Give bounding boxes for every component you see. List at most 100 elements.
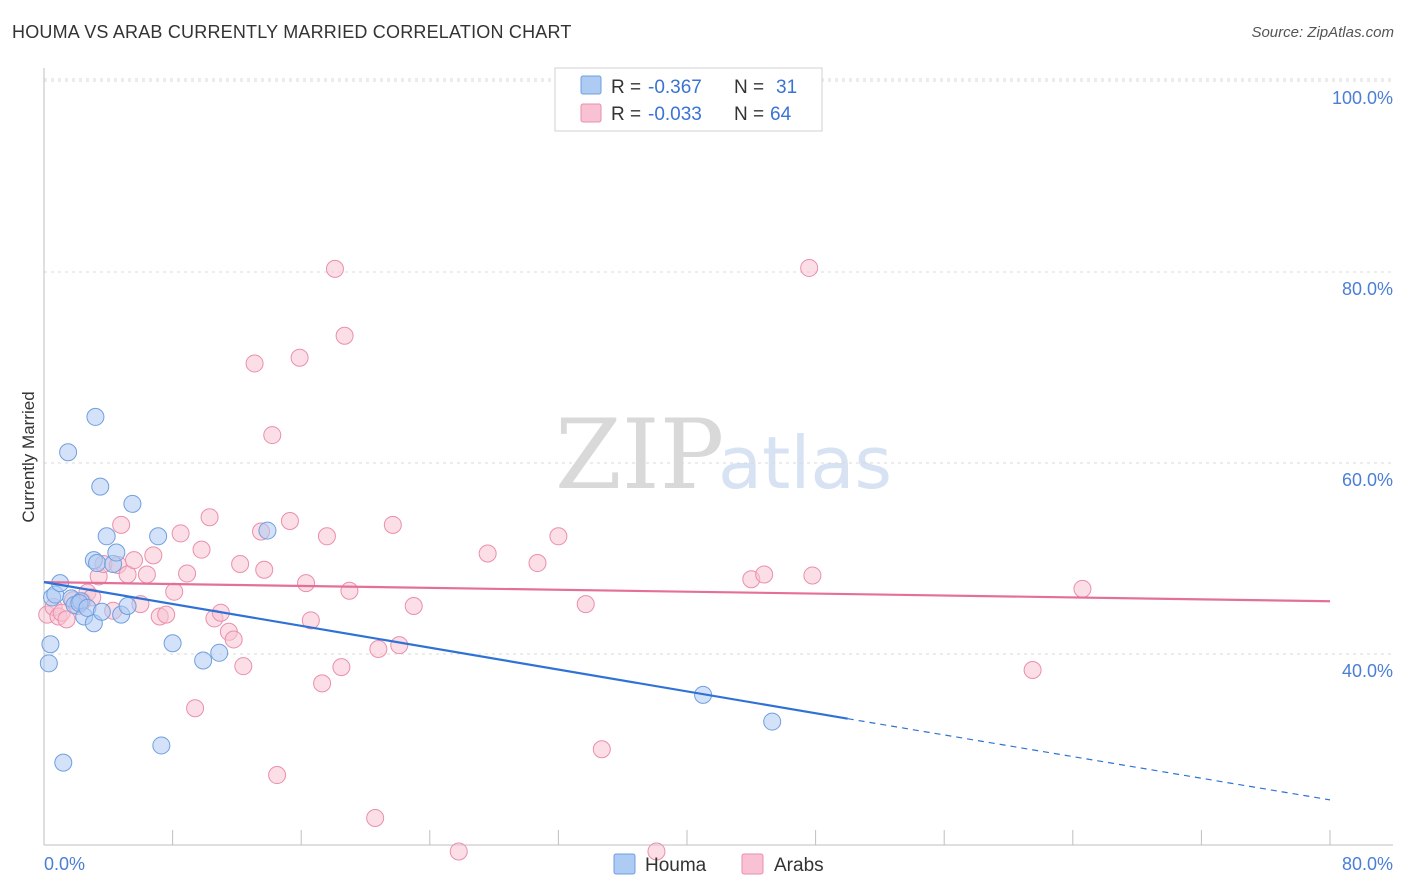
arabs-point: [383, 515, 402, 534]
arabs-point: [144, 546, 163, 565]
arabs-trend-line: [43, 581, 1331, 603]
arabs-point: [1023, 661, 1042, 679]
houma-n-value: 31: [776, 77, 797, 98]
houma-point: [91, 477, 110, 496]
arabs-point: [317, 527, 336, 546]
arabs-point: [803, 566, 822, 585]
arabs-point: [478, 544, 497, 563]
arabs-point: [192, 540, 211, 559]
arabs-point: [231, 554, 250, 573]
arabs-swatch: [580, 103, 602, 123]
arabs-point: [255, 560, 274, 579]
houma-point: [39, 654, 58, 673]
stats-legend: R = -0.367 N = 31 R = -0.033 N = 64: [554, 67, 823, 132]
arabs-point: [178, 564, 197, 583]
arabs-point: [340, 581, 359, 600]
arabs-point: [576, 595, 595, 614]
arabs-point: [297, 574, 316, 593]
arabs-point: [224, 630, 243, 649]
houma-point: [86, 407, 105, 426]
watermark-zip: ZIP: [555, 399, 724, 511]
arabs-point: [390, 636, 409, 655]
arabs-point: [186, 699, 205, 718]
arabs-points: [38, 258, 1092, 861]
houma-point: [88, 554, 107, 573]
y-axis-label: Currently Married: [19, 391, 38, 522]
legend-arabs-label: Arabs: [774, 855, 824, 876]
arabs-point: [263, 426, 282, 445]
houma-point: [92, 602, 111, 621]
arabs-point: [280, 512, 299, 531]
houma-point: [54, 753, 73, 772]
x-tick-max: 80.0%: [1342, 854, 1393, 874]
arabs-point: [57, 610, 76, 629]
arabs-r-value: -0.033: [648, 104, 702, 125]
houma-point: [123, 494, 142, 513]
houma-n-label: N =: [734, 77, 764, 98]
arabs-n-value: 64: [770, 104, 792, 125]
arabs-point: [592, 740, 611, 759]
y-tick-label-100: 100.0%: [1332, 88, 1393, 108]
arabs-point: [335, 326, 354, 345]
arabs-point: [800, 258, 819, 277]
legend-houma-label: Houma: [645, 855, 707, 876]
arabs-point: [245, 354, 264, 373]
houma-point: [97, 527, 116, 546]
arabs-point: [200, 508, 219, 527]
legend-houma-swatch: [613, 853, 636, 875]
houma-point: [152, 736, 171, 755]
arabs-point: [528, 554, 547, 573]
houma-point: [763, 712, 782, 731]
arabs-point: [268, 766, 287, 785]
houma-point: [163, 634, 182, 653]
houma-point: [59, 443, 78, 462]
arabs-point: [171, 524, 190, 543]
arabs-point: [366, 809, 385, 828]
y-tick-label-80: 80.0%: [1342, 279, 1393, 299]
x-tick-marks: [43, 830, 1331, 845]
arabs-point: [234, 657, 253, 676]
arabs-point: [332, 658, 351, 677]
arabs-point: [157, 605, 176, 624]
series-legend: Houma Arabs: [613, 853, 824, 876]
houma-point: [107, 543, 126, 562]
arabs-r-label: R =: [611, 104, 641, 125]
arabs-point: [290, 348, 309, 367]
houma-point: [118, 597, 137, 616]
arabs-point: [369, 639, 388, 658]
arabs-n-label: N =: [734, 104, 764, 125]
houma-point: [41, 635, 60, 654]
chart-title: HOUMA VS ARAB CURRENTLY MARRIED CORRELAT…: [12, 22, 572, 42]
arabs-point: [404, 597, 423, 616]
houma-trend-extension: [847, 718, 1331, 801]
houma-point: [210, 643, 229, 662]
axes: [43, 68, 1393, 846]
houma-r-label: R =: [611, 77, 641, 98]
trend-lines: [43, 581, 1331, 801]
x-tick-min: 0.0%: [44, 854, 85, 874]
arabs-point: [647, 842, 666, 861]
arabs-point: [125, 551, 144, 570]
arabs-point: [301, 611, 320, 630]
houma-point: [258, 521, 277, 540]
source-credit: Source: ZipAtlas.com: [1251, 24, 1394, 41]
houma-r-value: -0.367: [648, 77, 702, 98]
arabs-point: [325, 259, 344, 278]
arabs-point: [137, 565, 156, 584]
houma-swatch: [580, 75, 602, 95]
arabs-point: [1073, 579, 1092, 598]
arabs-point: [755, 565, 774, 584]
houma-points: [39, 407, 782, 772]
houma-trend-line: [43, 581, 848, 720]
arabs-point: [165, 582, 184, 601]
arabs-point: [449, 842, 468, 861]
arabs-point: [112, 515, 131, 534]
y-tick-labels: 40.0% 60.0% 80.0% 100.0%: [1332, 88, 1393, 681]
legend-arabs-swatch: [741, 853, 764, 875]
houma-point: [194, 651, 213, 670]
houma-point: [149, 527, 168, 546]
arabs-point: [549, 527, 568, 546]
arabs-point: [313, 674, 332, 693]
y-tick-label-60: 60.0%: [1342, 470, 1393, 490]
